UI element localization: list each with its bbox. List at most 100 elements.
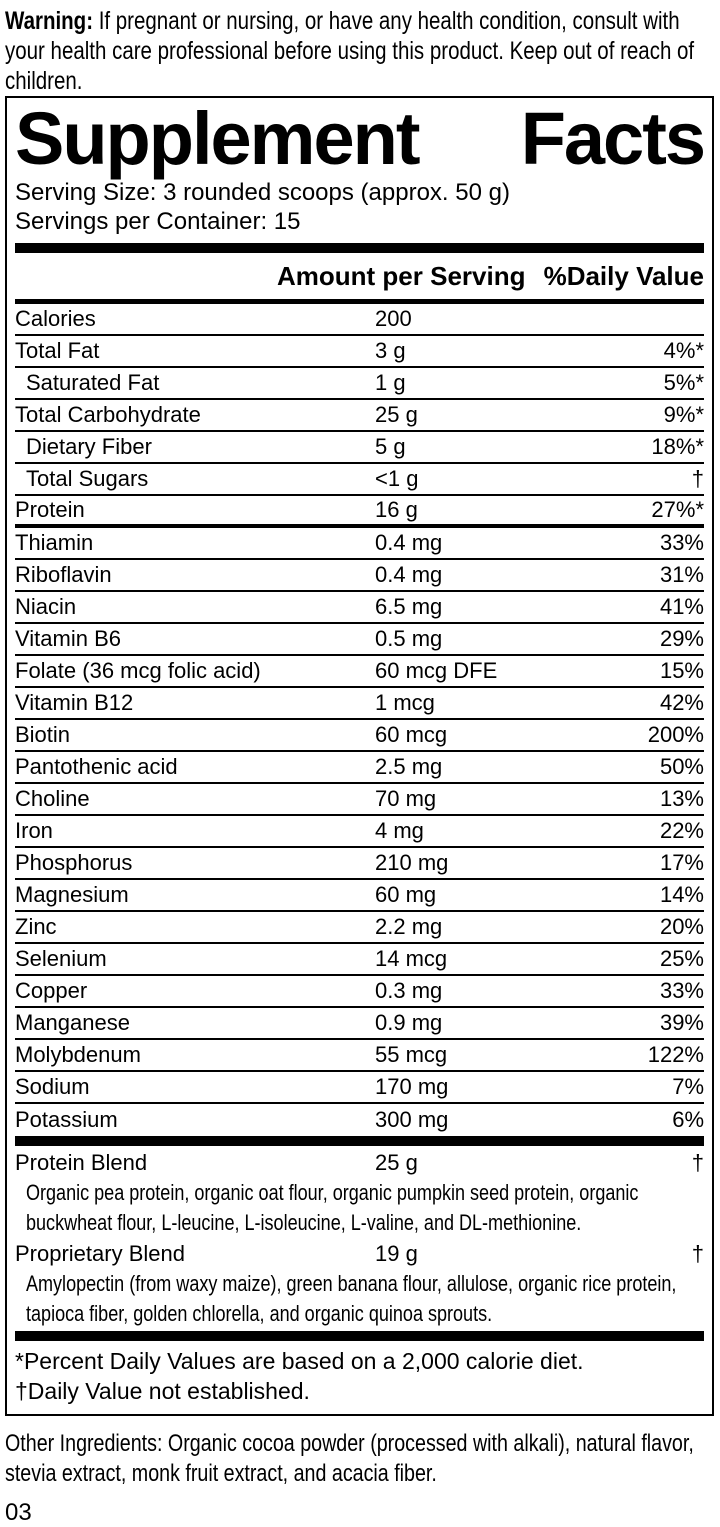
serving-size: Serving Size: 3 rounded scoops (approx. … bbox=[15, 179, 510, 206]
table-row: Saturated Fat 1 g 5%* bbox=[15, 368, 704, 400]
row-amount: 200 bbox=[375, 306, 412, 331]
row-name: Total Sugars bbox=[26, 466, 149, 491]
table-row: Selenium 14 mcg 25% bbox=[15, 944, 704, 976]
row-dv: 9%* bbox=[663, 402, 704, 427]
table-row: Folate (36 mcg folic acid) 60 mcg DFE 15% bbox=[15, 656, 704, 688]
table-row: Phosphorus 210 mg 17% bbox=[15, 848, 704, 880]
row-dv: 7% bbox=[672, 1074, 704, 1099]
blend-description-text: Organic pea protein, organic oat flour, … bbox=[26, 1180, 639, 1235]
row-amount: 0.5 mg bbox=[375, 626, 443, 651]
row-dv: 33% bbox=[659, 530, 704, 555]
footnote: †Daily Value not established. bbox=[15, 1378, 310, 1404]
row-dv: 31% bbox=[659, 562, 704, 587]
row-amount: 14 mcg bbox=[375, 946, 448, 971]
row-name: Vitamin B12 bbox=[15, 690, 134, 715]
warning-label: Warning: bbox=[5, 7, 94, 35]
row-amount: 60 mg bbox=[375, 882, 437, 907]
row-dv: 50% bbox=[659, 754, 704, 779]
row-amount: 1 g bbox=[375, 370, 406, 395]
row-amount: 16 g bbox=[375, 497, 418, 522]
table-row: Choline 70 mg 13% bbox=[15, 784, 704, 816]
table-row: Total Sugars <1 g † bbox=[15, 464, 704, 496]
row-amount: 0.4 mg bbox=[375, 562, 443, 587]
row-amount: 2.2 mg bbox=[375, 914, 443, 939]
row-amount: 70 mg bbox=[375, 786, 437, 811]
row-name: Magnesium bbox=[15, 882, 129, 907]
row-name: Pantothenic acid bbox=[15, 754, 178, 779]
row-name: Molybdenum bbox=[15, 1042, 141, 1067]
row-amount: 5 g bbox=[375, 434, 406, 459]
row-name: Sodium bbox=[15, 1074, 90, 1099]
blend-row: Proprietary Blend 19 g † bbox=[15, 1238, 704, 1269]
blend-description: Organic pea protein, organic oat flour, … bbox=[15, 1178, 704, 1238]
page-number: 03 bbox=[5, 1499, 32, 1526]
row-dv: 39% bbox=[659, 1010, 704, 1035]
table-row: Niacin 6.5 mg 41% bbox=[15, 592, 704, 624]
nutrient-rows: Calories 200 Total Fat 3 g 4%* Saturated Fat 1… bbox=[15, 304, 704, 1136]
panel-title-right: Facts bbox=[520, 97, 706, 180]
table-row: Manganese 0.9 mg 39% bbox=[15, 1008, 704, 1040]
row-amount: <1 g bbox=[375, 466, 419, 491]
row-amount: 55 mcg bbox=[375, 1042, 448, 1067]
row-amount: 170 mg bbox=[375, 1074, 449, 1099]
row-dv: † bbox=[691, 466, 704, 491]
row-dv: 15% bbox=[659, 658, 704, 683]
row-dv: 122% bbox=[647, 1042, 704, 1067]
row-amount: 60 mcg DFE bbox=[375, 658, 498, 683]
table-row: Sodium 170 mg 7% bbox=[15, 1072, 704, 1104]
supplement-facts-panel: Supplement Facts Serving Size: 3 rounded… bbox=[5, 96, 714, 1416]
row-name: Riboflavin bbox=[15, 562, 112, 587]
warning-text-wrap: Warning: If pregnant or nursing, or have… bbox=[5, 6, 714, 96]
table-row: Biotin 60 mcg 200% bbox=[15, 720, 704, 752]
thick-divider-bottom bbox=[15, 1331, 704, 1341]
warning-paragraph: Warning: If pregnant or nursing, or have… bbox=[5, 6, 714, 96]
row-dv: 13% bbox=[659, 786, 704, 811]
table-row: Vitamin B6 0.5 mg 29% bbox=[15, 624, 704, 656]
other-ingredients-text: Other Ingredients: Organic cocoa powder … bbox=[5, 1430, 694, 1487]
blend-name: Protein Blend bbox=[15, 1149, 148, 1175]
row-name: Biotin bbox=[15, 722, 71, 747]
warning-text: If pregnant or nursing, or have any heal… bbox=[5, 7, 695, 95]
table-row: Potassium 300 mg 6% bbox=[15, 1104, 704, 1136]
row-name: Zinc bbox=[15, 914, 57, 939]
row-name: Folate (36 mcg folic acid) bbox=[15, 658, 261, 683]
row-name: Saturated Fat bbox=[26, 370, 160, 395]
table-row: Thiamin 0.4 mg 33% bbox=[15, 528, 704, 560]
row-dv: 6% bbox=[672, 1107, 704, 1132]
blend-section: Protein Blend 25 g † Organic pea protein, o… bbox=[15, 1146, 704, 1331]
table-row: Pantothenic acid 2.5 mg 50% bbox=[15, 752, 704, 784]
blend-row: Protein Blend 25 g † bbox=[15, 1147, 704, 1178]
row-name: Manganese bbox=[15, 1010, 130, 1035]
blend-dv: † bbox=[691, 1149, 704, 1175]
row-amount: 2.5 mg bbox=[375, 754, 443, 779]
table-row: Total Fat 3 g 4%* bbox=[15, 336, 704, 368]
row-amount: 300 mg bbox=[375, 1107, 449, 1132]
footnotes: *Percent Daily Values are based on a 2,0… bbox=[15, 1341, 704, 1414]
row-name: Total Fat bbox=[15, 338, 100, 363]
row-dv: 14% bbox=[659, 882, 704, 907]
row-name: Choline bbox=[15, 786, 90, 811]
panel-title-left: Supplement bbox=[15, 97, 420, 180]
table-row: Dietary Fiber 5 g 18%* bbox=[15, 432, 704, 464]
serving-info: Serving Size: 3 rounded scoops (approx. … bbox=[15, 178, 704, 236]
row-name: Vitamin B6 bbox=[15, 626, 121, 651]
row-dv: 33% bbox=[659, 978, 704, 1003]
row-name: Phosphorus bbox=[15, 850, 133, 875]
row-dv: 41% bbox=[659, 594, 704, 619]
row-name: Copper bbox=[15, 978, 88, 1003]
row-amount: 60 mcg bbox=[375, 722, 448, 747]
row-amount: 6.5 mg bbox=[375, 594, 443, 619]
blend-name: Proprietary Blend bbox=[15, 1240, 185, 1266]
blend-amount: 19 g bbox=[375, 1240, 418, 1266]
row-amount: 4 mg bbox=[375, 818, 424, 843]
table-row: Calories 200 bbox=[15, 304, 704, 336]
thick-divider-top bbox=[15, 243, 704, 253]
table-row: Total Carbohydrate 25 g 9%* bbox=[15, 400, 704, 432]
row-dv: 25% bbox=[659, 946, 704, 971]
row-amount: 3 g bbox=[375, 338, 406, 363]
row-amount: 25 g bbox=[375, 402, 418, 427]
row-amount: 0.9 mg bbox=[375, 1010, 443, 1035]
other-ingredients: Other Ingredients: Organic cocoa powder … bbox=[5, 1429, 714, 1489]
column-headers: Amount per Serving %Daily Value bbox=[15, 253, 704, 299]
blend-dv: † bbox=[691, 1240, 704, 1266]
